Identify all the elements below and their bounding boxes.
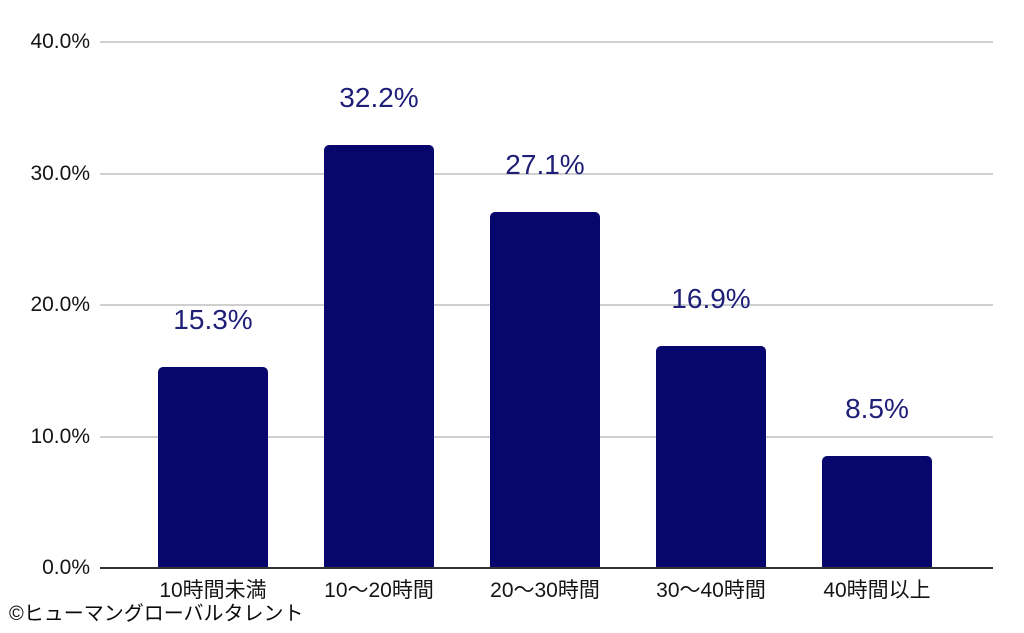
x-axis-category-label: 40時間以上: [823, 579, 931, 602]
bar-3: [490, 211, 600, 568]
bar-value-label: 15.3%: [173, 303, 253, 335]
y-gridline: [100, 172, 993, 175]
bar-5: [822, 456, 932, 568]
y-gridline: [100, 41, 993, 43]
y-axis-tick-label: 0.0%: [42, 556, 90, 579]
y-axis-tick-label: 20.0%: [30, 293, 90, 316]
y-axis-tick-label: 40.0%: [30, 30, 90, 53]
copyright-text: ©ヒューマングローバルタレント: [9, 603, 304, 625]
bar-1: [158, 366, 268, 568]
bar-value-label: 32.2%: [339, 81, 419, 113]
x-axis-baseline: [100, 567, 993, 569]
x-axis-category-label: 10時間未満: [159, 579, 267, 602]
bar-value-label: 8.5%: [845, 393, 909, 425]
x-axis-category-label: 30〜40時間: [656, 579, 766, 602]
y-axis-tick-label: 30.0%: [30, 161, 90, 185]
x-axis-category-label: 10〜20時間: [324, 579, 434, 602]
bar-2: [324, 144, 434, 568]
x-axis-category-label: 20〜30時間: [490, 579, 600, 602]
y-axis-tick-label: 10.0%: [30, 424, 90, 448]
bar-value-label: 16.9%: [671, 282, 751, 314]
bar-value-label: 27.1%: [505, 148, 585, 180]
bar-4: [656, 345, 766, 568]
